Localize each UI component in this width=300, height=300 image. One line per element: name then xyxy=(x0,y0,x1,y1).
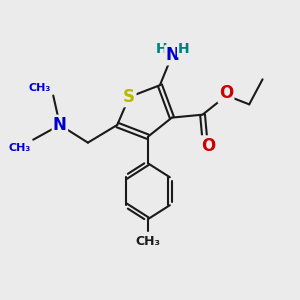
Text: O: O xyxy=(219,84,233,102)
Text: N: N xyxy=(166,46,179,64)
Text: S: S xyxy=(123,88,135,106)
Text: H: H xyxy=(178,42,190,56)
Text: CH₃: CH₃ xyxy=(28,82,51,93)
Text: N: N xyxy=(53,116,67,134)
Text: CH₃: CH₃ xyxy=(8,142,31,153)
Text: CH₃: CH₃ xyxy=(135,235,161,248)
Text: H: H xyxy=(156,42,168,56)
Text: O: O xyxy=(201,136,215,154)
